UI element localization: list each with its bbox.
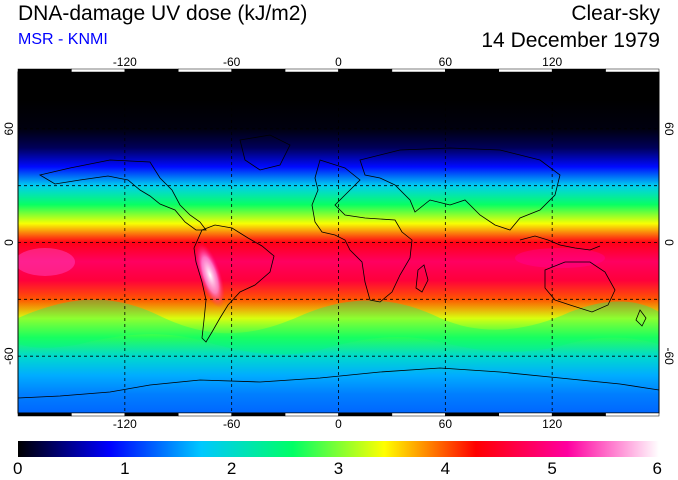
- colorbar-tick-label: 6: [653, 459, 662, 478]
- frame-segment-bottom: [551, 412, 606, 417]
- frame-ticks: [17, 68, 660, 417]
- madagascar-coast: [415, 264, 429, 293]
- lon-label-bottom: 0: [335, 417, 342, 431]
- frame-segment-bottom: [178, 412, 232, 417]
- lon-label-bottom: 120: [542, 417, 562, 431]
- lon-label-bottom: 60: [439, 417, 453, 431]
- lon-label-top: -60: [223, 55, 241, 69]
- north-america-coast: [38, 159, 207, 231]
- frame-segment-bottom: [445, 412, 500, 417]
- coastlines: [18, 134, 659, 399]
- map-title: DNA-damage UV dose (kJ/m2): [18, 2, 308, 25]
- frame-segment-bottom: [284, 412, 339, 417]
- indonesia-coast: [519, 235, 601, 251]
- lat-label-left: -60: [2, 347, 16, 365]
- colorbar-labels: 0 1 2 3 4 5 6: [13, 459, 662, 478]
- frame-segment-top: [124, 68, 179, 73]
- source-label: MSR - KNMI: [18, 31, 108, 48]
- southern-green-wave: [18, 299, 659, 355]
- lon-label-top: 60: [439, 55, 453, 69]
- frame-segment-top: [445, 68, 500, 73]
- frame-segment-bottom: [338, 412, 393, 417]
- frame-segment-top: [231, 68, 286, 73]
- colorbar: [18, 441, 659, 457]
- date-label: 14 December 1979: [481, 29, 660, 52]
- frame-segment-top: [71, 68, 126, 73]
- colorbar-tick-label: 3: [334, 459, 343, 478]
- frame-segment-bottom: [498, 412, 553, 417]
- greenland-coast: [239, 134, 291, 171]
- lat-label-right: -60: [662, 347, 676, 365]
- europe-africa-coast: [311, 159, 413, 303]
- frame-segment-top: [178, 68, 232, 73]
- frame-segment-top: [17, 68, 72, 73]
- colorbar-tick-label: 5: [547, 459, 556, 478]
- frame-segment-bottom: [605, 412, 660, 417]
- frame-segment-bottom: [124, 412, 179, 417]
- lon-label-bottom: -120: [113, 417, 137, 431]
- frame-segment-bottom: [71, 412, 126, 417]
- colorbar-tick-label: 4: [441, 459, 450, 478]
- indonesia-pink-region: [515, 248, 605, 268]
- frame-segment-bottom: [231, 412, 286, 417]
- lat-label-right: 0: [662, 239, 676, 246]
- frame-segment-top: [498, 68, 553, 73]
- colorbar-tick-label: 0: [13, 459, 22, 478]
- colorbar-tick-label: 2: [227, 459, 236, 478]
- lon-label-top: -120: [113, 55, 137, 69]
- andes-max-region: [195, 242, 225, 308]
- antarctica-coast: [18, 367, 659, 399]
- lon-label-top: 0: [335, 55, 342, 69]
- pacific-pink-region: [18, 248, 75, 276]
- gridlines: [18, 72, 659, 413]
- lon-label-bottom: -60: [223, 417, 241, 431]
- frame-segment-top: [605, 68, 660, 73]
- lon-label-top: 120: [542, 55, 562, 69]
- frame-segment-top: [391, 68, 446, 73]
- frame-segment-top: [551, 68, 606, 73]
- sky-condition-label: Clear-sky: [571, 2, 660, 25]
- south-america-coast: [193, 224, 275, 343]
- colorbar-tick-label: 1: [120, 459, 129, 478]
- frame-segment-bottom: [391, 412, 446, 417]
- frame-segment-top: [284, 68, 339, 73]
- axis-labels: -120 -120 -60 -60 0 0 60 60 120 120 60 60 0 0 -60 -60: [2, 55, 676, 431]
- lat-label-left: 60: [2, 122, 16, 136]
- frame-segment-top: [338, 68, 393, 73]
- lat-label-left: 0: [2, 239, 16, 246]
- new-zealand-coast: [635, 309, 647, 327]
- lat-label-right: 60: [662, 122, 676, 136]
- australia-coast: [544, 261, 616, 313]
- asia-coast: [359, 147, 561, 231]
- frame-segment-bottom: [17, 412, 72, 417]
